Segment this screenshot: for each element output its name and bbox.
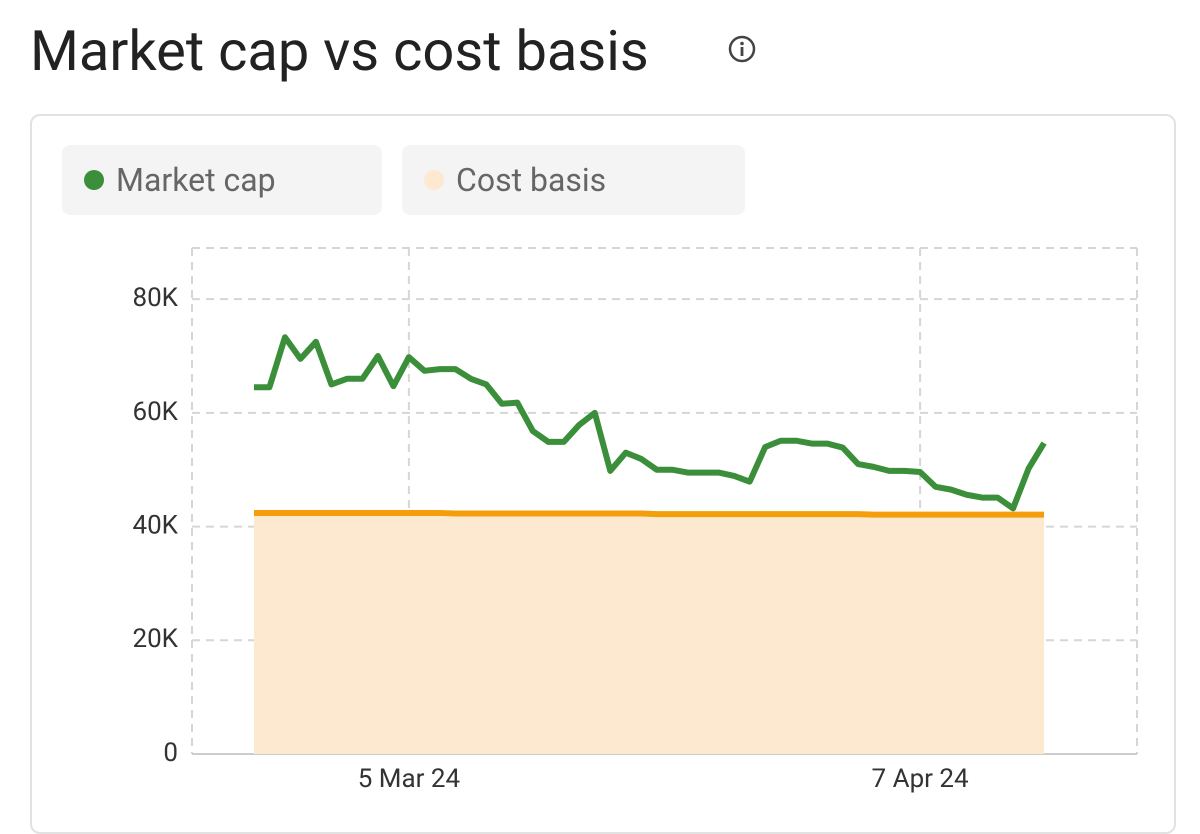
- legend-item[interactable]: Market cap: [62, 145, 382, 215]
- y-tick-label: 20K: [132, 624, 178, 654]
- market-cap-line: [253, 334, 1047, 512]
- legend-item[interactable]: Cost basis: [402, 145, 745, 215]
- y-tick-label: 80K: [132, 283, 178, 313]
- chart: 0 20K 40K 60K 80K 5 Mar 24 7 Apr 24: [132, 247, 1138, 794]
- info-icon[interactable]: [728, 35, 756, 63]
- y-tick-label: 60K: [132, 397, 178, 427]
- cost-basis-line: [253, 509, 1045, 518]
- y-tick-label: 40K: [132, 510, 178, 540]
- cost-basis-area: [253, 512, 1045, 754]
- y-tick-label: 0: [163, 738, 178, 768]
- legend-label: Market cap: [116, 161, 276, 199]
- legend-label: Cost basis: [456, 161, 607, 199]
- chart-title: Market cap vs cost basis: [30, 18, 649, 84]
- x-tick-label: 7 Apr 24: [872, 764, 969, 794]
- legend-dot: [424, 170, 444, 190]
- x-tick-label: 5 Mar 24: [358, 764, 461, 794]
- page: Market cap vs cost basis Market cap Cost…: [30, 18, 1176, 834]
- legend-dot: [84, 170, 104, 190]
